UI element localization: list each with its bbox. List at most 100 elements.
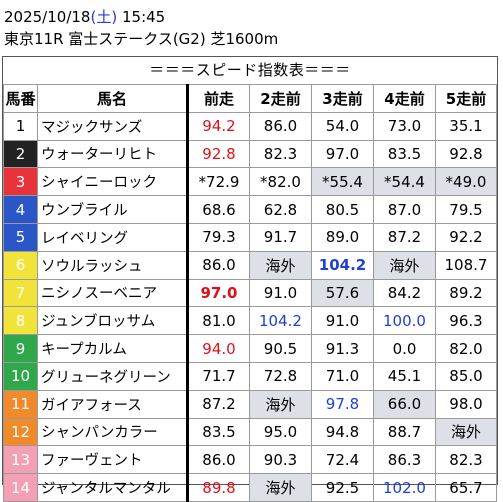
horse-number: 13 — [3, 445, 38, 475]
speed-index-cell: 87.2 — [186, 389, 250, 419]
column-header: 3走前 — [311, 84, 374, 113]
column-header: 馬名 — [37, 84, 188, 113]
horse-name: ソウルラッシュ — [37, 250, 188, 280]
speed-index-cell: 90.5 — [249, 334, 312, 363]
speed-index-cell: 97.0 — [311, 139, 374, 169]
speed-index-cell: 海外 — [249, 250, 312, 280]
speed-index-cell: 94.2 — [186, 111, 250, 141]
column-header: 2走前 — [249, 84, 312, 113]
speed-index-cell: 0.0 — [373, 334, 436, 363]
speed-index-cell: 96.3 — [435, 306, 497, 336]
datetime-line: 2025/10/18(土) 15:45 — [4, 6, 278, 28]
horse-number: 6 — [3, 250, 38, 280]
speed-index-cell: 88.7 — [373, 417, 436, 447]
speed-index-cell: 94.8 — [311, 417, 374, 447]
horse-number: 8 — [3, 306, 38, 336]
speed-index-cell: 90.3 — [249, 445, 312, 475]
speed-index-cell: 91.0 — [311, 306, 374, 336]
speed-index-cell: *54.4 — [373, 167, 436, 197]
speed-index-cell: 82.3 — [249, 139, 312, 169]
horse-number: 10 — [3, 361, 38, 391]
section-title: ＝＝＝スピード指数表＝＝＝ — [3, 57, 497, 85]
table-row: 13 ファーヴェント 86.0 90.3 72.4 86.3 82.3 — [3, 445, 497, 475]
speed-index-cell: 98.0 — [435, 389, 497, 419]
table-row: 4 ウンブライル 68.6 62.8 80.5 87.0 79.5 — [3, 195, 497, 224]
speed-index-cell: 62.8 — [249, 195, 312, 224]
race-title: 東京11R 富士ステークス(G2) 芝1600m — [4, 30, 279, 48]
horse-number: 1 — [3, 111, 38, 141]
speed-index-cell: 91.0 — [249, 278, 312, 308]
speed-index-cell: 82.3 — [435, 445, 497, 475]
table-row: 8 ジュンブロッサム 81.0 104.2 91.0 100.0 96.3 — [3, 306, 497, 336]
speed-index-cell: 54.0 — [311, 111, 374, 141]
table-row: 6 ソウルラッシュ 86.0 海外 104.2 海外 108.7 — [3, 250, 497, 280]
speed-index-cell: 45.1 — [373, 361, 436, 391]
horse-number: 2 — [3, 139, 38, 169]
speed-index-cell: 83.5 — [373, 139, 436, 169]
column-header: 前走 — [186, 84, 250, 113]
table-row: 1 マジックサンズ 94.2 86.0 54.0 73.0 35.1 — [3, 111, 497, 141]
speed-index-cell: 86.0 — [186, 250, 250, 280]
speed-index-cell: 72.8 — [249, 361, 312, 391]
speed-index-cell: 海外 — [435, 417, 497, 447]
horse-name: ニシノスーベニア — [37, 278, 188, 308]
speed-index-cell: *72.9 — [186, 167, 250, 197]
speed-index-cell: 87.2 — [373, 222, 436, 252]
horse-number: 9 — [3, 334, 38, 363]
horse-name: シャンパンカラー — [37, 417, 188, 447]
speed-index-cell: 86.3 — [373, 445, 436, 475]
table-header-row: 馬番 馬名 前走 2走前 3走前 4走前 5走前 — [3, 84, 497, 113]
horse-number: 5 — [3, 222, 38, 252]
speed-index-cell: 海外 — [373, 250, 436, 280]
race-header: 2025/10/18(土) 15:45 東京11R 富士ステークス(G2) 芝1… — [4, 6, 278, 50]
speed-index-cell: 97.0 — [186, 278, 250, 308]
column-header: 5走前 — [435, 84, 497, 113]
speed-index-cell: 86.0 — [186, 445, 250, 475]
race-date: 2025/10/18 — [4, 8, 91, 26]
speed-index-cell: 91.7 — [249, 222, 312, 252]
day-of-week: (土) — [90, 8, 118, 26]
table-body: 1 マジックサンズ 94.2 86.0 54.0 73.0 35.1 2 ウォーターリヒト 92.… — [3, 111, 497, 502]
speed-index-cell: 57.6 — [311, 278, 374, 308]
speed-index-cell: 89.2 — [435, 278, 497, 308]
speed-index-cell: 66.0 — [373, 389, 436, 419]
speed-index-cell: 84.2 — [373, 278, 436, 308]
speed-index-card: ＝＝＝スピード指数表＝＝＝ 馬番 馬名 前走 2走前 3走前 4走前 5走前 1 マジックサン… — [2, 56, 498, 502]
speed-index-cell: 104.2 — [249, 306, 312, 336]
speed-index-cell: 71.7 — [186, 361, 250, 391]
speed-index-cell: 82.0 — [435, 334, 497, 363]
speed-index-cell: 94.0 — [186, 334, 250, 363]
horse-name: ウンブライル — [37, 195, 188, 224]
speed-index-cell: 92.2 — [435, 222, 497, 252]
speed-index-cell: 91.3 — [311, 334, 374, 363]
speed-index-cell: 72.4 — [311, 445, 374, 475]
horse-number: 4 — [3, 195, 38, 224]
speed-index-cell: 35.1 — [435, 111, 497, 141]
speed-index-cell: 100.0 — [373, 306, 436, 336]
horse-name: ガイアフォース — [37, 389, 188, 419]
horse-name: ファーヴェント — [37, 445, 188, 475]
horse-name: ウォーターリヒト — [37, 139, 188, 169]
speed-index-cell: 92.8 — [435, 139, 497, 169]
horse-number: 3 — [3, 167, 38, 197]
table-row: 7 ニシノスーベニア 97.0 91.0 57.6 84.2 89.2 — [3, 278, 497, 308]
speed-index-cell: 83.5 — [186, 417, 250, 447]
table-row: 9 キープカルム 94.0 90.5 91.3 0.0 82.0 — [3, 334, 497, 363]
speed-index-cell: *55.4 — [311, 167, 374, 197]
speed-index-cell: 71.0 — [311, 361, 374, 391]
speed-index-cell: 79.3 — [186, 222, 250, 252]
horse-name: キープカルム — [37, 334, 188, 363]
horse-name: ジュンブロッサム — [37, 306, 188, 336]
speed-index-cell: 79.5 — [435, 195, 497, 224]
speed-index-cell: 68.6 — [186, 195, 250, 224]
speed-index-table: 馬番 馬名 前走 2走前 3走前 4走前 5走前 1 マジックサンズ 94.2 86.0 54.0 7… — [3, 84, 497, 502]
horse-name: グリューネグリーン — [37, 361, 188, 391]
speed-index-cell: *49.0 — [435, 167, 497, 197]
speed-index-cell: 81.0 — [186, 306, 250, 336]
horse-number: 12 — [3, 417, 38, 447]
speed-index-cell: 97.8 — [311, 389, 374, 419]
speed-index-cell: *82.0 — [249, 167, 312, 197]
horse-name: レイベリング — [37, 222, 188, 252]
speed-index-cell: 86.0 — [249, 111, 312, 141]
table-row: 10 グリューネグリーン 71.7 72.8 71.0 45.1 85.0 — [3, 361, 497, 391]
